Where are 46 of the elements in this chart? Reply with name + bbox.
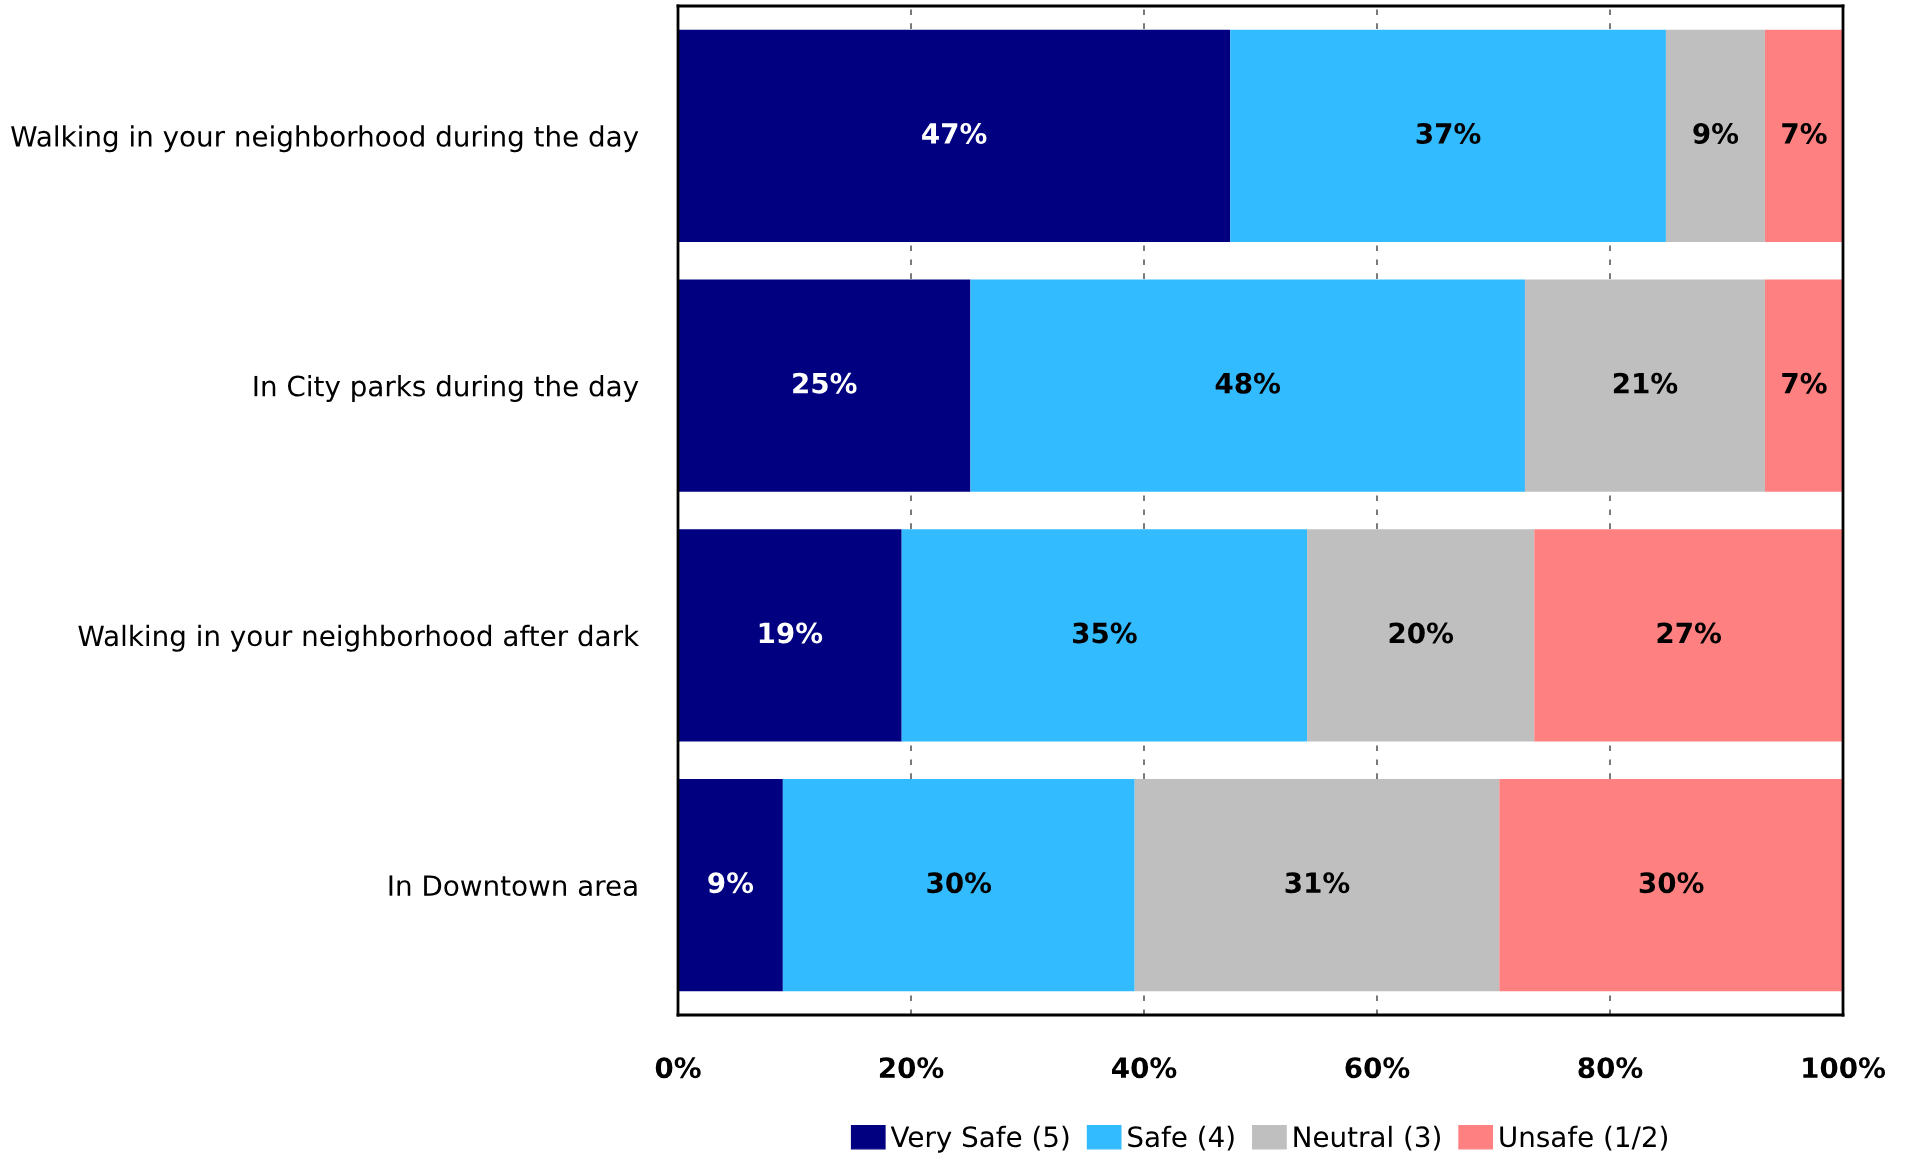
data-label: 9%	[1693, 122, 1739, 144]
bar	[1764, 29, 1843, 243]
bar	[1307, 529, 1535, 742]
x-tick-label: 0%	[655, 1057, 701, 1079]
bar	[678, 529, 902, 742]
x-tick-label: 100%	[1803, 1057, 1886, 1079]
data-label: 7%	[1782, 372, 1827, 394]
x-tick-label: 40%	[1112, 1057, 1177, 1079]
bar	[1134, 778, 1500, 992]
data-label: 30%	[927, 872, 992, 894]
bar	[1524, 279, 1765, 492]
data-label: 30%	[1639, 872, 1704, 894]
data-label: 7%	[1782, 122, 1827, 144]
bar	[678, 778, 783, 992]
data-label: 48%	[1215, 372, 1281, 394]
data-label: 19%	[759, 622, 823, 644]
data-label: 35%	[1073, 622, 1137, 644]
bar	[970, 279, 1525, 492]
data-label: 47%	[922, 122, 987, 144]
bar	[1230, 29, 1666, 243]
bar	[1764, 279, 1843, 492]
data-label: 21%	[1613, 372, 1678, 394]
y-tick-label: In City parks during the day	[254, 375, 639, 402]
bar	[678, 29, 1231, 243]
legend-label: Safe (4)	[1128, 1125, 1234, 1151]
bar	[782, 778, 1135, 992]
data-label: 37%	[1416, 122, 1481, 144]
bar	[1534, 529, 1843, 742]
bar	[678, 279, 971, 492]
y-tick-label: Walking in your neighborhood during the day	[11, 125, 639, 153]
x-tick-label: 80%	[1578, 1057, 1643, 1079]
legend-label: Unsafe (1/2)	[1500, 1125, 1668, 1151]
x-tick-label: 60%	[1345, 1057, 1410, 1079]
data-label: 27%	[1657, 622, 1721, 644]
data-label: 9%	[708, 872, 754, 894]
y-tick-label: Walking in your neighborhood after dark	[78, 624, 640, 652]
bar	[1499, 778, 1843, 992]
legend-label: Very Safe (5)	[890, 1125, 1069, 1153]
bar	[901, 529, 1308, 742]
data-label: 31%	[1285, 872, 1350, 894]
bar	[1665, 29, 1765, 243]
data-label: 20%	[1389, 622, 1454, 644]
data-label: 25%	[793, 372, 857, 394]
x-tick-label: 20%	[879, 1057, 944, 1079]
legend-label: Neutral (3)	[1294, 1125, 1440, 1151]
y-tick-label: In Downtown area	[389, 875, 637, 897]
